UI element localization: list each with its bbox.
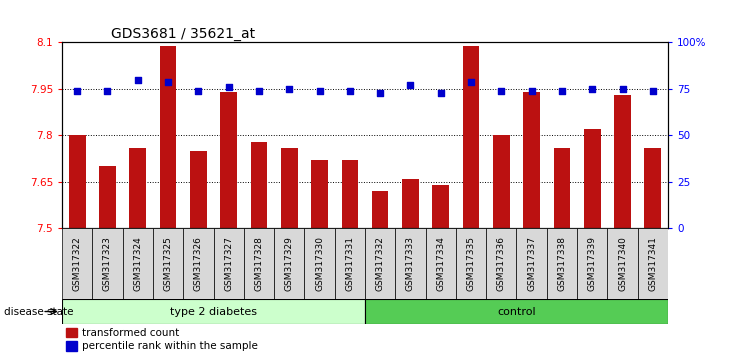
Point: [283, 86, 295, 92]
Bar: [129, 148, 146, 228]
Point: [223, 84, 234, 90]
Text: GSM317336: GSM317336: [497, 236, 506, 291]
Bar: [456, 228, 486, 299]
Bar: [614, 95, 631, 228]
Text: GSM317327: GSM317327: [224, 236, 233, 291]
Point: [404, 82, 416, 88]
Point: [72, 88, 83, 94]
Point: [496, 88, 507, 94]
Bar: [463, 46, 480, 228]
Bar: [281, 148, 298, 228]
Bar: [553, 148, 570, 228]
Text: GSM317329: GSM317329: [285, 236, 293, 291]
Bar: [335, 228, 365, 299]
Text: GSM317339: GSM317339: [588, 236, 596, 291]
Bar: [62, 228, 93, 299]
Bar: [153, 228, 183, 299]
Bar: [396, 228, 426, 299]
Bar: [244, 228, 274, 299]
Bar: [304, 228, 335, 299]
Bar: [220, 92, 237, 228]
Point: [435, 90, 447, 96]
Bar: [190, 151, 207, 228]
Bar: [493, 135, 510, 228]
Point: [162, 79, 174, 84]
Bar: [66, 341, 77, 351]
Bar: [69, 135, 85, 228]
Point: [101, 88, 113, 94]
Bar: [62, 299, 365, 324]
Bar: [99, 166, 116, 228]
Bar: [214, 228, 244, 299]
Point: [617, 86, 629, 92]
Text: GSM317332: GSM317332: [376, 236, 385, 291]
Bar: [365, 228, 396, 299]
Text: GSM317334: GSM317334: [437, 236, 445, 291]
Bar: [426, 228, 456, 299]
Text: GSM317331: GSM317331: [345, 236, 354, 291]
Point: [193, 88, 204, 94]
Bar: [523, 92, 540, 228]
Text: GSM317338: GSM317338: [558, 236, 566, 291]
Bar: [123, 228, 153, 299]
Bar: [486, 228, 517, 299]
Text: control: control: [497, 307, 536, 316]
Bar: [250, 142, 267, 228]
Bar: [342, 160, 358, 228]
Bar: [402, 179, 419, 228]
Text: GSM317328: GSM317328: [255, 236, 264, 291]
Text: GSM317326: GSM317326: [194, 236, 203, 291]
Bar: [66, 328, 77, 337]
Point: [253, 88, 265, 94]
Bar: [577, 228, 607, 299]
Text: GSM317325: GSM317325: [164, 236, 172, 291]
Text: percentile rank within the sample: percentile rank within the sample: [82, 341, 258, 351]
Bar: [432, 185, 449, 228]
Bar: [311, 160, 328, 228]
Point: [374, 90, 386, 96]
Bar: [517, 228, 547, 299]
Text: type 2 diabetes: type 2 diabetes: [170, 307, 257, 316]
Text: GDS3681 / 35621_at: GDS3681 / 35621_at: [110, 28, 255, 41]
Point: [526, 88, 537, 94]
Text: disease state: disease state: [4, 307, 73, 316]
Text: GSM317324: GSM317324: [134, 236, 142, 291]
Bar: [607, 228, 638, 299]
Bar: [160, 46, 177, 228]
Text: GSM317323: GSM317323: [103, 236, 112, 291]
Text: GSM317335: GSM317335: [466, 236, 475, 291]
Bar: [93, 228, 123, 299]
Point: [132, 77, 144, 82]
Point: [314, 88, 326, 94]
Text: GSM317341: GSM317341: [648, 236, 657, 291]
Text: GSM317330: GSM317330: [315, 236, 324, 291]
Text: GSM317322: GSM317322: [73, 236, 82, 291]
Point: [344, 88, 356, 94]
Bar: [372, 191, 388, 228]
Point: [556, 88, 568, 94]
Text: GSM317337: GSM317337: [527, 236, 536, 291]
Bar: [274, 228, 304, 299]
Bar: [183, 228, 214, 299]
Text: transformed count: transformed count: [82, 328, 180, 338]
Bar: [638, 228, 668, 299]
Bar: [584, 129, 601, 228]
Bar: [365, 299, 668, 324]
Text: GSM317340: GSM317340: [618, 236, 627, 291]
Point: [586, 86, 598, 92]
Bar: [645, 148, 661, 228]
Text: GSM317333: GSM317333: [406, 236, 415, 291]
Point: [647, 88, 658, 94]
Point: [465, 79, 477, 84]
Bar: [547, 228, 577, 299]
